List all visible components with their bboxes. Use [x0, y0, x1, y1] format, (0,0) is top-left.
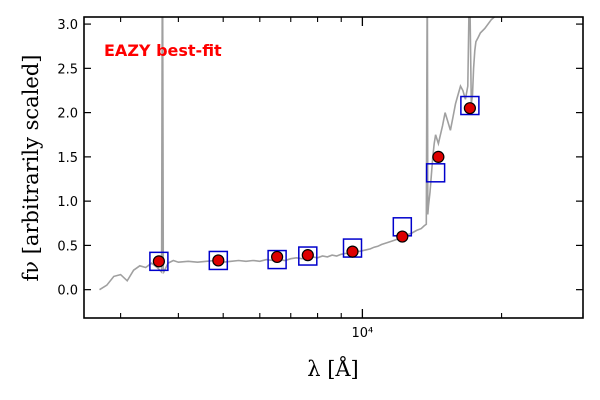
y-tick-label: 1.0	[57, 195, 78, 210]
y-tick-label: 2.5	[57, 62, 78, 77]
y-tick-label: 2.0	[57, 107, 78, 122]
observed-flux-point	[396, 230, 409, 243]
eazy-annotation: EAZY best-fit	[104, 41, 222, 60]
x-tick-label: 10⁴	[352, 326, 374, 341]
y-tick-label: 0.0	[57, 284, 78, 299]
plot-frame	[83, 16, 584, 319]
observed-flux-point	[152, 255, 165, 268]
axis-ticks: 0.0 0.5 1.0 1.5 2.0 2.5 3.0 10⁴	[57, 17, 584, 341]
model-flux-square	[298, 246, 318, 266]
observed-flux-point	[212, 254, 225, 267]
y-tick-label: 1.5	[57, 151, 78, 166]
y-axis-label: fν [arbitrarily scaled]	[19, 55, 43, 282]
observed-flux-point	[346, 245, 359, 258]
x-axis-label: λ [Å]	[307, 356, 359, 381]
y-tick-label: 3.0	[57, 18, 78, 33]
model-sed-line	[99, 17, 496, 291]
model-flux-square	[208, 250, 229, 271]
model-flux-square	[149, 251, 169, 272]
observed-flux-point	[301, 249, 314, 262]
model-flux-square	[425, 163, 446, 183]
observed-flux-point	[463, 102, 476, 115]
y-tick-label: 0.5	[57, 239, 78, 254]
model-flux-square	[460, 95, 480, 116]
model-flux-square	[267, 249, 287, 270]
observed-flux-point	[271, 250, 284, 264]
observed-flux-point	[432, 150, 445, 163]
photometry-layer	[149, 95, 480, 272]
model-sed-layer	[99, 17, 496, 291]
